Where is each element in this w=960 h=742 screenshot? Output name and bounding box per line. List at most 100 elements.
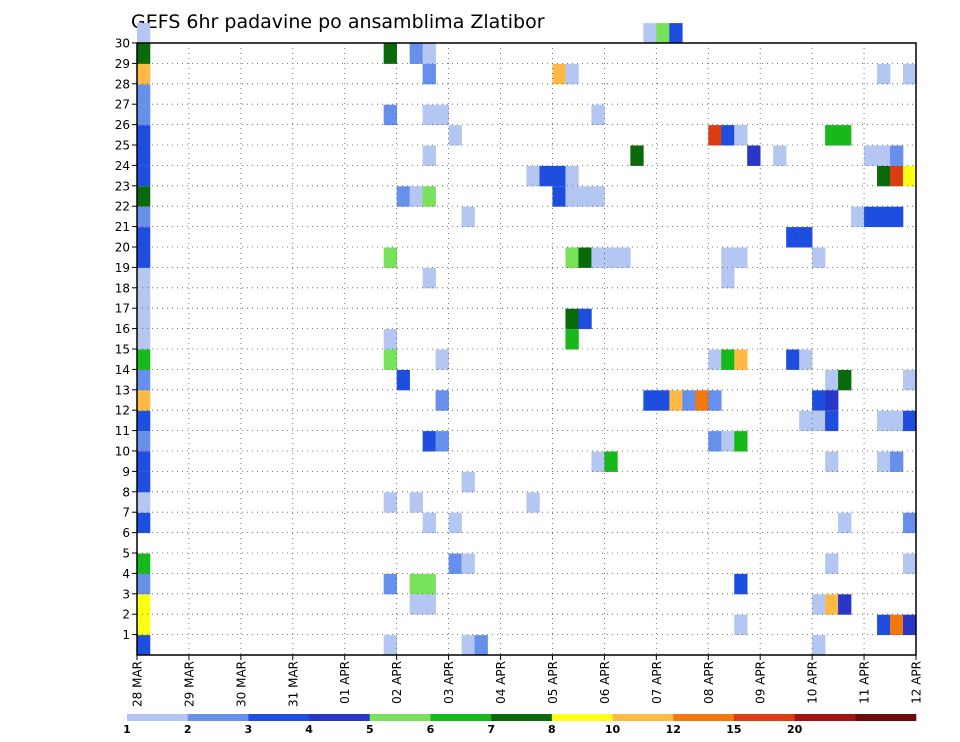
heatmap-cell	[695, 390, 709, 411]
heatmap-cell	[903, 369, 917, 391]
y-tick-label: 24	[115, 159, 130, 173]
heatmap-cell	[448, 512, 462, 534]
y-axis-ticks: 1234567891011121314151617181920212223242…	[115, 37, 137, 642]
heatmap-cell	[825, 125, 839, 146]
heatmap-cell	[643, 390, 657, 411]
heatmap-cell	[422, 267, 436, 289]
legend-swatch	[187, 714, 249, 721]
heatmap-cells	[137, 23, 917, 656]
legend-label: 2	[184, 723, 192, 736]
y-tick-label: 6	[122, 526, 130, 540]
x-tick-label: 28 MAR	[131, 661, 145, 707]
x-tick-label: 08 APR	[702, 661, 716, 704]
heatmap-cell	[825, 410, 839, 432]
heatmap-cell	[630, 145, 644, 166]
heatmap-cell	[890, 410, 904, 432]
heatmap-cell	[422, 145, 436, 166]
heatmap-cell	[137, 206, 151, 228]
legend-label: 20	[787, 723, 803, 736]
legend-swatch	[855, 714, 917, 721]
heatmap-cell	[435, 390, 449, 411]
heatmap-cell	[604, 247, 618, 268]
y-tick-label: 18	[115, 281, 130, 295]
heatmap-cell	[591, 451, 605, 472]
heatmap-cell	[903, 512, 917, 534]
heatmap-cell	[422, 431, 436, 452]
heatmap-cell	[396, 369, 410, 391]
heatmap-cell	[137, 288, 151, 309]
heatmap-cell	[461, 471, 475, 493]
heatmap-cell	[383, 349, 397, 370]
heatmap-cell	[552, 63, 566, 85]
legend-label: 8	[548, 723, 556, 736]
heatmap-cell	[812, 390, 826, 411]
legend-swatch	[612, 714, 674, 721]
y-tick-label: 23	[115, 179, 130, 193]
heatmap-cell	[591, 186, 605, 207]
y-tick-label: 15	[115, 343, 130, 357]
heatmap-cell	[721, 267, 735, 289]
heatmap-cell	[461, 635, 475, 656]
heatmap-cell	[409, 43, 423, 64]
heatmap-cell	[604, 451, 618, 472]
heatmap-cell	[838, 369, 852, 391]
heatmap-cell	[474, 635, 488, 656]
heatmap-cell	[903, 410, 917, 432]
y-tick-label: 13	[115, 383, 130, 397]
heatmap-cell	[137, 573, 151, 595]
y-tick-label: 27	[115, 98, 130, 112]
heatmap-cell	[656, 23, 670, 44]
heatmap-cell	[877, 145, 891, 166]
heatmap-cell	[383, 492, 397, 513]
heatmap-cell	[838, 125, 852, 146]
y-tick-label: 26	[115, 118, 130, 132]
x-tick-label: 03 APR	[442, 661, 456, 704]
heatmap-cell	[669, 390, 683, 411]
heatmap-cell	[383, 247, 397, 268]
heatmap-cell	[890, 145, 904, 166]
heatmap-cell	[890, 614, 904, 636]
y-tick-label: 9	[122, 465, 130, 479]
heatmap-cell	[643, 23, 657, 44]
heatmap-cell	[799, 227, 813, 248]
x-tick-label: 12 APR	[910, 661, 924, 704]
heatmap-cell	[578, 308, 592, 330]
legend-label: 12	[666, 723, 681, 736]
heatmap-cell	[526, 492, 540, 513]
y-tick-label: 14	[115, 363, 130, 377]
heatmap-cell	[137, 390, 151, 411]
heatmap-cell	[435, 104, 449, 126]
heatmap-cell	[137, 267, 151, 289]
color-legend: 1 2 3 4 5 6 7 8 10 12 15 20	[123, 714, 917, 736]
heatmap-cell	[137, 104, 151, 126]
heatmap-cell	[137, 186, 151, 207]
heatmap-cell	[552, 186, 566, 207]
heatmap-cell	[565, 63, 579, 85]
heatmap-cell	[877, 206, 891, 228]
heatmap-cell	[409, 492, 423, 513]
heatmap-cell	[812, 410, 826, 432]
heatmap-cell	[877, 410, 891, 432]
heatmap-cell	[383, 635, 397, 656]
x-tick-label: 05 APR	[546, 661, 560, 704]
heatmap-cell	[734, 125, 748, 146]
heatmap-cell	[539, 165, 553, 187]
heatmap-cell	[137, 329, 151, 350]
heatmap-cell	[409, 186, 423, 207]
heatmap-cell	[721, 125, 735, 146]
legend-swatch	[733, 714, 795, 721]
heatmap-cell	[812, 594, 826, 615]
heatmap-cell	[137, 431, 151, 452]
heatmap-cell	[773, 145, 787, 166]
heatmap-cell	[435, 349, 449, 370]
heatmap-cell	[383, 329, 397, 350]
y-tick-label: 30	[115, 37, 130, 51]
heatmap-cell	[838, 512, 852, 534]
x-tick-label: 31 MAR	[286, 661, 300, 707]
heatmap-cell	[825, 369, 839, 391]
legend-label: 5	[366, 723, 374, 736]
heatmap-cell	[422, 63, 436, 85]
heatmap-cell	[864, 206, 878, 228]
y-tick-label: 4	[122, 567, 130, 581]
